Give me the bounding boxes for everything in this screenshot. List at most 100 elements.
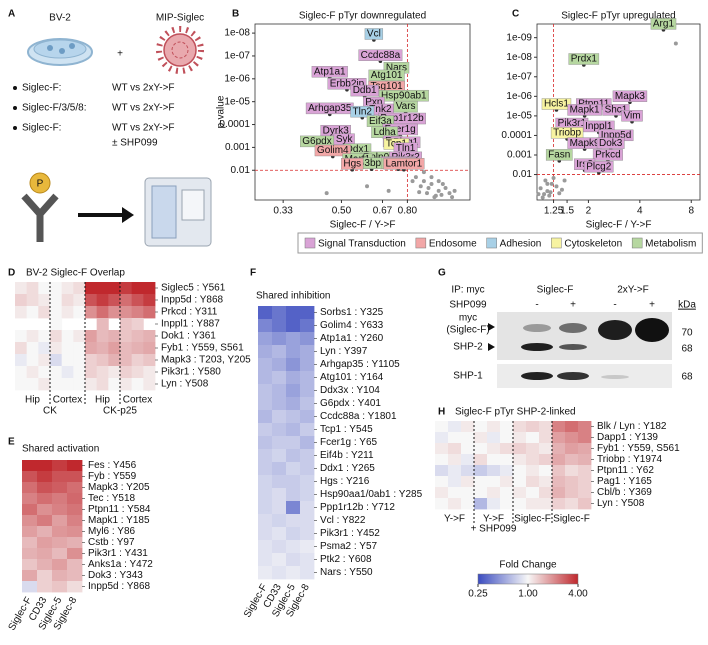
- row-label: Fyb : Y559: [88, 471, 137, 482]
- y-tick-label: 1e-08: [224, 28, 250, 39]
- heatmap-cell: [120, 294, 133, 307]
- heatmap-cell: [85, 366, 98, 379]
- panel-letter: B: [232, 9, 239, 20]
- heatmap-cell: [131, 354, 144, 367]
- heatmap-cell: [286, 306, 301, 320]
- heatmap-cell: [38, 378, 51, 391]
- arrow-head: [122, 207, 134, 223]
- heatmap-cell: [286, 488, 301, 502]
- heatmap-cell: [286, 501, 301, 515]
- band: [601, 375, 629, 379]
- heatmap-cell: [300, 488, 315, 502]
- heatmap-cell: [22, 537, 38, 549]
- row-label: G6pdx : Y401: [320, 398, 381, 409]
- point-label: Tsg101: [371, 81, 404, 92]
- point-label-group: Dok3: [596, 137, 625, 149]
- legend-swatch: [304, 237, 316, 249]
- heatmap-cell: [26, 282, 39, 295]
- heatmap-cell: [258, 384, 273, 398]
- heatmap-cell: [474, 465, 488, 477]
- heatmap-cell: [258, 566, 273, 580]
- heatmap-cell: [461, 432, 475, 444]
- legend-swatch: [415, 237, 427, 249]
- point-label-group: Mapk3: [612, 90, 648, 102]
- plus: +: [117, 49, 123, 60]
- point-label-group: Shc1: [602, 104, 630, 116]
- heatmap-cell: [52, 548, 68, 560]
- heatmap-cell: [131, 378, 144, 391]
- heatmap-cell: [552, 498, 566, 510]
- bullet: [13, 126, 17, 130]
- heatmap-cell: [539, 465, 553, 477]
- heatmap-cell: [85, 282, 98, 295]
- heatmap-cell: [73, 330, 86, 343]
- point-label-box: [545, 149, 573, 161]
- heatmap-cell: [578, 432, 592, 444]
- heatmap-cell: [300, 462, 315, 476]
- heatmap-cell: [286, 332, 301, 346]
- row-label: Myl6 : Y86: [88, 526, 135, 537]
- heatmap-cell: [131, 330, 144, 343]
- chart-title: BV-2 Siglec-F Overlap: [26, 268, 125, 279]
- row-label: Inpp5d : Y868: [88, 581, 151, 592]
- heatmap-cell: [539, 487, 553, 499]
- point-label: Tln1: [396, 143, 416, 154]
- point-label-group: Arg1: [650, 18, 677, 30]
- heatmap-cell: [26, 354, 39, 367]
- row-label: Ptk2 : Y608: [320, 554, 372, 565]
- heatmap-cell: [52, 504, 68, 516]
- point: [551, 176, 556, 181]
- x-tick-label: 1.25: [544, 206, 564, 217]
- heatmap-cell: [26, 330, 39, 343]
- heatmap-cell: [526, 476, 540, 488]
- point: [436, 188, 441, 193]
- heatmap-cell: [258, 410, 273, 424]
- heatmap-cell: [272, 514, 287, 528]
- y-tick-label: 0.01: [513, 169, 533, 180]
- heatmap-cell: [26, 294, 39, 307]
- row-label: Pag1 : Y165: [597, 476, 652, 487]
- heatmap-cell: [37, 581, 53, 593]
- heatmap-cell: [272, 501, 287, 515]
- heatmap-cell: [565, 421, 579, 433]
- row-label: Dapp1 : Y139: [597, 432, 658, 443]
- point-label-group: Lamtor1: [383, 158, 425, 170]
- point-label-box: [350, 105, 375, 118]
- heatmap-cell: [258, 527, 273, 541]
- heatmap-cell: [96, 318, 109, 331]
- row-label: Triobp : Y1974: [597, 454, 662, 465]
- heatmap-cell: [286, 462, 301, 476]
- point-label-box: [350, 84, 379, 97]
- point-label-group: Hgs: [341, 158, 364, 170]
- heatmap-cell: [120, 318, 133, 331]
- band: [559, 323, 587, 333]
- row-label: Mapk1 : Y185: [88, 515, 150, 526]
- heatmap-cell: [120, 282, 133, 295]
- x-tick-label: 2: [586, 206, 592, 217]
- heatmap-cell: [73, 282, 86, 295]
- x-tick-label: 0.33: [273, 206, 293, 217]
- heatmap-cell: [15, 294, 28, 307]
- point-label: Ptpn11: [578, 99, 609, 110]
- heatmap-cell: [37, 548, 53, 560]
- heatmap-cell: [461, 476, 475, 488]
- heatmap-cell: [300, 345, 315, 359]
- y-tick-label: 1e-07: [506, 71, 532, 82]
- point-label-box: [311, 66, 348, 78]
- heatmap-cell: [108, 306, 121, 319]
- point: [559, 187, 564, 192]
- point: [426, 186, 431, 191]
- heatmap-cell: [565, 487, 579, 499]
- comparison: WT vs 2xY->F: [112, 103, 175, 114]
- heatmap-cell: [85, 306, 98, 319]
- y-tick-label: 0.001: [225, 142, 250, 153]
- point-label: Lamtor1: [385, 158, 422, 169]
- row-label: Ptpn11 : Y62: [597, 465, 654, 476]
- heatmap-cell: [37, 526, 53, 538]
- column-group-note: + SHP099: [471, 524, 517, 535]
- heatmap-cell: [578, 454, 592, 466]
- heatmap-cell: [22, 482, 38, 494]
- heatmap-cell: [500, 476, 514, 488]
- heatmap-cell: [272, 488, 287, 502]
- heatmap-cell: [67, 559, 83, 571]
